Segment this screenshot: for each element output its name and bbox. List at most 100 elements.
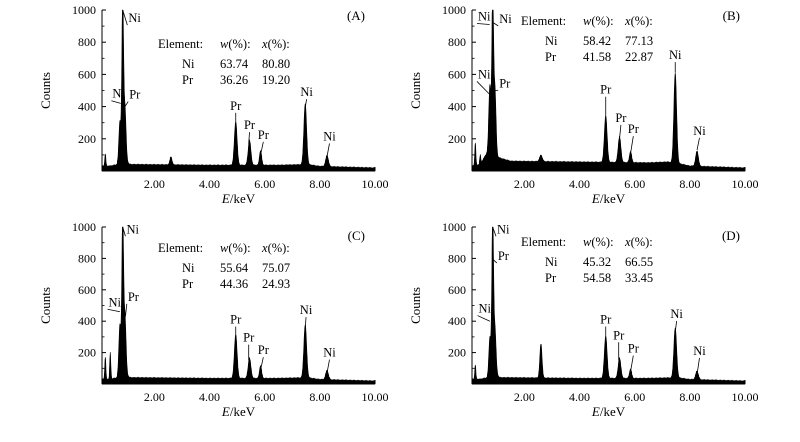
peak-leader-line bbox=[260, 141, 264, 155]
peak-leader-line bbox=[696, 137, 700, 151]
peak-label: Pr bbox=[499, 76, 511, 90]
table-header-unit: (%): bbox=[228, 241, 250, 255]
peak-leader-line bbox=[492, 226, 497, 237]
peak-label: Ni bbox=[479, 302, 492, 316]
x-tick-label: 4.00 bbox=[569, 390, 590, 404]
peak-leader-line bbox=[107, 308, 121, 313]
table-atomic-percent: 66.55 bbox=[625, 255, 653, 269]
peak-label: Pr bbox=[243, 331, 255, 345]
y-tick-label: 400 bbox=[448, 314, 466, 328]
table-weight-percent: 44.36 bbox=[220, 277, 248, 291]
table-header-w: w(%): bbox=[220, 241, 251, 255]
spectrum-line bbox=[471, 9, 746, 172]
peak-label: Ni bbox=[693, 124, 706, 138]
table-header-x: x(%): bbox=[261, 241, 290, 255]
peak-label: Pr bbox=[613, 328, 625, 342]
y-tick-label: 400 bbox=[448, 100, 466, 114]
peak-leader-line bbox=[124, 101, 129, 107]
peak-leader-line bbox=[619, 124, 622, 139]
peak-label: Pr bbox=[600, 313, 612, 327]
panel-label: (A) bbox=[347, 8, 365, 23]
table-header-x: x(%): bbox=[261, 37, 290, 51]
table-weight-percent: 41.58 bbox=[583, 50, 611, 64]
table-atomic-percent: 22.87 bbox=[625, 50, 653, 64]
spectrum-panel: 2.00 4.00 6.00 8.00 10.00 200 400 600 800 1000 E/k… bbox=[408, 220, 759, 419]
table-header-element: Element: bbox=[521, 235, 566, 249]
table-weight-percent: 55.64 bbox=[220, 261, 249, 275]
table-element-name: Ni bbox=[182, 57, 195, 71]
x-tick-label: 2.00 bbox=[514, 390, 535, 404]
table-header-symbol: w bbox=[583, 235, 592, 249]
peak-leader-line bbox=[630, 136, 634, 154]
y-axis-label: Counts bbox=[38, 72, 53, 109]
peak-leader-line bbox=[674, 321, 678, 333]
x-axis-label-symbol: E bbox=[221, 404, 230, 419]
y-tick-label: 800 bbox=[448, 35, 466, 49]
y-axis-label: Counts bbox=[38, 287, 53, 324]
spectrum-panel: 2.00 4.00 6.00 8.00 10.00 200 400 600 800 1000 E/k… bbox=[408, 3, 759, 206]
table-weight-percent: 36.26 bbox=[220, 73, 248, 87]
x-axis-label: E/keV bbox=[591, 404, 626, 419]
x-tick-label: 8.00 bbox=[309, 177, 330, 191]
y-tick-label: 400 bbox=[78, 314, 96, 328]
peak-label: Pr bbox=[498, 249, 510, 263]
x-tick-label: 2.00 bbox=[144, 390, 165, 404]
y-tick-label: 600 bbox=[78, 67, 96, 81]
peak-leader-line bbox=[111, 100, 121, 104]
panel-label: (D) bbox=[722, 228, 740, 243]
peak-leader-line bbox=[696, 357, 700, 375]
x-tick-label: 10.00 bbox=[362, 177, 389, 191]
peak-label: Ni bbox=[323, 129, 336, 143]
x-tick-label: 8.00 bbox=[679, 177, 700, 191]
peak-leader-line bbox=[248, 132, 250, 144]
peak-label: Pr bbox=[230, 313, 242, 327]
table-header-unit: (%): bbox=[591, 14, 613, 28]
peak-label: Pr bbox=[230, 99, 242, 113]
table-header-unit: (%): bbox=[268, 37, 290, 51]
peak-label: Ni bbox=[112, 87, 125, 101]
x-tick-label: 6.00 bbox=[254, 177, 275, 191]
table-weight-percent: 45.32 bbox=[583, 255, 611, 269]
peak-leader-line bbox=[493, 22, 499, 27]
peak-leader-line bbox=[476, 81, 490, 95]
peak-leader-line bbox=[326, 359, 330, 374]
table-header-unit: (%): bbox=[591, 235, 613, 249]
peak-leader-line bbox=[630, 355, 634, 372]
y-axis-label: Counts bbox=[408, 287, 423, 324]
peak-label: Pr bbox=[258, 343, 270, 357]
x-tick-label: 8.00 bbox=[309, 390, 330, 404]
peak-leader-line bbox=[493, 259, 498, 264]
x-axis-label-unit: /keV bbox=[230, 404, 256, 419]
peak-label: Ni bbox=[670, 307, 683, 321]
table-header-element: Element: bbox=[158, 241, 203, 255]
table-header-symbol: w bbox=[583, 14, 592, 28]
table-header-element: Element: bbox=[158, 37, 203, 51]
peak-label: Pr bbox=[128, 290, 140, 304]
x-tick-label: 4.00 bbox=[199, 390, 220, 404]
peak-leader-line bbox=[304, 317, 307, 328]
peak-leader-line bbox=[326, 143, 330, 157]
table-atomic-percent: 80.80 bbox=[262, 57, 290, 71]
peak-label: Ni bbox=[497, 222, 510, 236]
y-tick-label: 800 bbox=[78, 35, 96, 49]
table-header-element: Element: bbox=[521, 14, 566, 28]
y-tick-label: 600 bbox=[448, 67, 466, 81]
peak-label: Pr bbox=[129, 88, 141, 102]
table-header-symbol: x bbox=[624, 235, 631, 249]
table-header-x: x(%): bbox=[624, 235, 653, 249]
peak-label: Ni bbox=[478, 67, 491, 81]
x-tick-label: 2.00 bbox=[514, 177, 535, 191]
y-tick-label: 600 bbox=[78, 283, 96, 297]
y-axis-label: Counts bbox=[408, 72, 423, 109]
table-header-unit: (%): bbox=[631, 235, 653, 249]
spectrum-line bbox=[471, 226, 746, 385]
y-tick-label: 200 bbox=[78, 346, 96, 360]
x-axis-label-symbol: E bbox=[591, 191, 600, 206]
x-axis-label-symbol: E bbox=[221, 191, 230, 206]
y-tick-label: 200 bbox=[78, 132, 96, 146]
peak-label: Ni bbox=[109, 295, 122, 309]
table-header-symbol: x bbox=[624, 14, 631, 28]
peak-label: Ni bbox=[478, 9, 491, 23]
peak-label: Pr bbox=[244, 118, 256, 132]
